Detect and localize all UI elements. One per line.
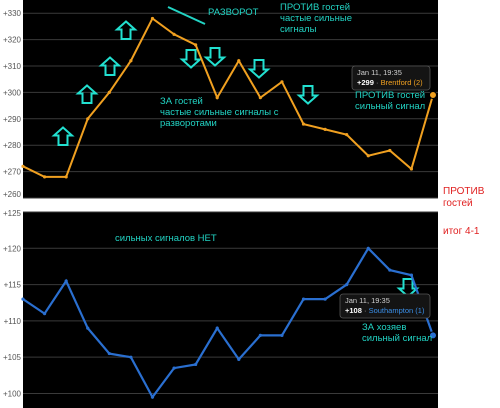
- southampton-data-point: [215, 326, 219, 330]
- tooltip-value-line: +299 · Brentford (2): [357, 78, 423, 87]
- brentford-data-point: [194, 43, 198, 47]
- y-tick-label: +270: [3, 168, 22, 177]
- southampton-series-line: [22, 246, 435, 400]
- southampton-data-point: [194, 362, 198, 367]
- southampton-data-point: [42, 312, 47, 316]
- arrow-down-icon: [203, 47, 227, 67]
- y-tick-label: +110: [4, 317, 22, 326]
- chart-annotation: ПРОТИВ гостей сильный сигнал: [355, 90, 425, 112]
- tooltip-value: +108: [345, 306, 362, 315]
- southampton-data-point: [150, 395, 155, 399]
- brentford-data-point: [21, 164, 25, 168]
- arrow-up-icon: [98, 56, 122, 76]
- brentford-data-point: [237, 59, 241, 63]
- brentford-data-point: [107, 90, 111, 94]
- southampton-data-point: [323, 297, 327, 301]
- southampton-data-point: [409, 273, 414, 277]
- arrow-down-icon: [247, 59, 271, 79]
- y-tick-label: +260: [3, 190, 22, 199]
- side-note-result: итог 4-1: [443, 226, 480, 237]
- chart-annotation: ПРОТИВ гостей частые сильные сигналы: [280, 2, 352, 35]
- y-tick-label: +100: [3, 389, 22, 398]
- arrow-up-icon: [75, 84, 99, 104]
- southampton-data-point: [107, 351, 111, 356]
- y-tick-label: +330: [3, 9, 22, 18]
- top-chart: +260 +270 +280 +290 +300 +310 +320 +330 ПРОТИВ …: [3, 0, 438, 199]
- bottom-chart: +100 +105 +110 +115 +120 +125 сильных сигнало…: [3, 209, 438, 408]
- brentford-data-point: [388, 148, 392, 153]
- tooltip-date: Jan 11, 19:35: [357, 68, 402, 77]
- arrow-up-icon: [114, 20, 138, 40]
- southampton-tooltip: Jan 11, 19:35+108 · Southampton (1): [339, 293, 431, 319]
- southampton-data-point: [21, 297, 25, 301]
- brentford-data-point: [409, 167, 414, 171]
- brentford-data-point: [64, 175, 68, 179]
- tooltip-box: [351, 65, 431, 91]
- brentford-data-point: [215, 96, 219, 100]
- southampton-data-point: [129, 355, 133, 359]
- y-tick-label: +320: [3, 36, 22, 45]
- southampton-data-point: [237, 357, 241, 361]
- southampton-data-point: [388, 268, 392, 272]
- y-tick-label: +120: [3, 244, 22, 253]
- brentford-tooltip: Jan 11, 19:35+299 · Brentford (2): [351, 65, 431, 91]
- arrow-down-icon: [296, 85, 320, 105]
- chart-annotation: ЗА гостей частые сильные сигналы с разворо…: [160, 96, 279, 129]
- tooltip-date: Jan 11, 19:35: [345, 296, 390, 305]
- brentford-data-point: [280, 80, 284, 84]
- y-tick-label: +300: [3, 88, 22, 97]
- tooltip-value-line: +108 · Southampton (1): [345, 306, 425, 315]
- chart-annotation: РАЗВОРОТ: [208, 7, 259, 18]
- brentford-data-point: [172, 32, 176, 36]
- arrow-up-icon: [51, 126, 75, 146]
- y-tick-label: +105: [3, 353, 22, 362]
- y-tick-label: +310: [3, 62, 22, 71]
- southampton-data-point: [64, 279, 68, 283]
- southampton-data-point: [172, 366, 176, 370]
- brentford-data-point: [42, 175, 47, 179]
- brentford-data-point: [366, 154, 370, 158]
- brentford-data-point: [345, 133, 349, 137]
- y-tick-label: +125: [3, 209, 22, 218]
- brentford-series-line: [22, 16, 434, 178]
- brentford-data-point: [258, 96, 262, 100]
- tooltip-box: [339, 293, 431, 319]
- tooltip-series-name: Southampton (1): [369, 306, 425, 315]
- tooltip-series-name: Brentford (2): [381, 78, 424, 87]
- southampton-data-point: [280, 333, 284, 338]
- y-tick-label: +115: [4, 281, 22, 290]
- southampton-data-point: [258, 333, 262, 338]
- southampton-data-point: [345, 282, 349, 287]
- arrow-down-icon: [179, 49, 203, 69]
- chart-annotation: сильных сигналов НЕТ: [115, 233, 217, 244]
- brentford-data-point: [429, 91, 437, 100]
- brentford-data-point: [129, 59, 133, 63]
- tooltip-value: +299: [357, 78, 374, 87]
- southampton-data-point: [301, 297, 306, 301]
- brentford-data-point: [323, 127, 327, 131]
- brentford-data-point: [150, 16, 155, 21]
- brentford-data-point: [86, 117, 90, 121]
- chart-annotation: ЗА хозяев сильный сигнал: [362, 322, 432, 344]
- southampton-data-point: [429, 331, 437, 340]
- reversal-mark: [167, 6, 206, 25]
- y-tick-label: +280: [3, 141, 22, 150]
- brentford-data-point: [301, 122, 306, 126]
- side-note-against-guests: ПРОТИВ гостей: [443, 186, 485, 209]
- y-tick-label: +290: [3, 115, 22, 124]
- southampton-data-point: [86, 326, 90, 330]
- southampton-data-point: [366, 246, 370, 250]
